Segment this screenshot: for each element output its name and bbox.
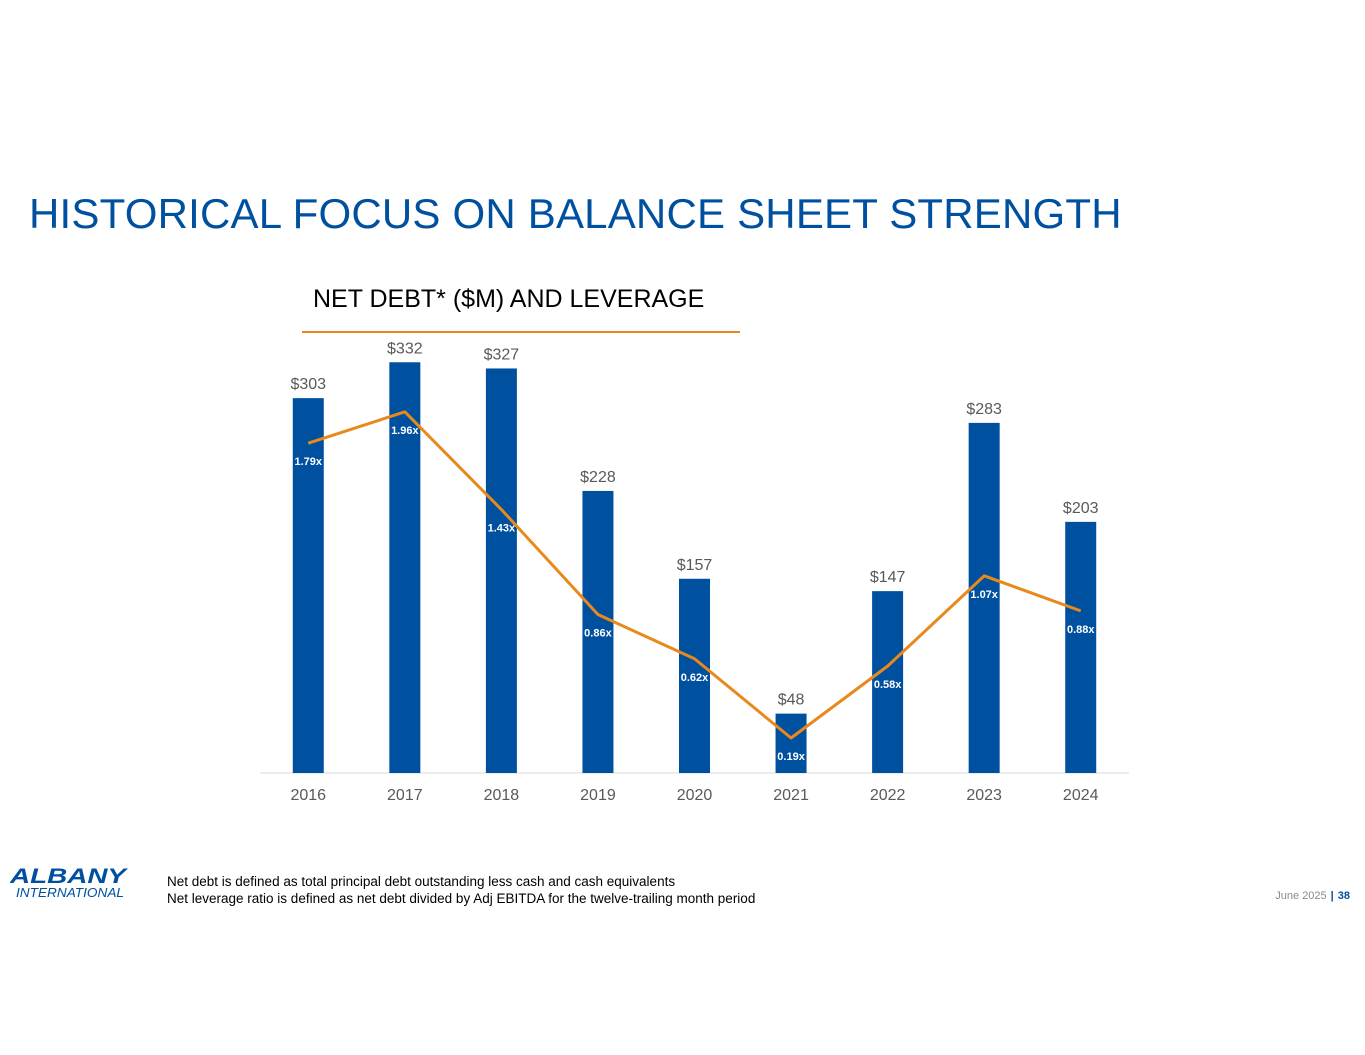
leverage-label-2022: 0.58x bbox=[874, 679, 902, 691]
footnote-net-leverage: Net leverage ratio is defined as net deb… bbox=[167, 891, 756, 906]
bar-value-label-2016: $303 bbox=[290, 376, 326, 393]
bar-2016 bbox=[292, 398, 324, 773]
slide-title: HISTORICAL FOCUS ON BALANCE SHEET STRENG… bbox=[29, 190, 1122, 237]
bar-2022 bbox=[872, 591, 904, 773]
x-tick-label-2016: 2016 bbox=[290, 787, 326, 804]
bar-2023 bbox=[968, 422, 1000, 773]
bar-value-label-2024: $203 bbox=[1063, 500, 1099, 517]
x-tick-label-2021: 2021 bbox=[773, 787, 809, 804]
leverage-label-2024: 0.88x bbox=[1067, 624, 1095, 636]
leverage-label-2018: 1.43x bbox=[488, 523, 516, 535]
x-tick-label-2018: 2018 bbox=[484, 787, 520, 804]
x-tick-label-2020: 2020 bbox=[677, 787, 713, 804]
footnote-net-debt: Net debt is defined as total principal d… bbox=[167, 874, 676, 889]
logo-line1: ALBANY bbox=[10, 866, 128, 888]
bar-value-label-2021: $48 bbox=[778, 692, 805, 709]
bar-value-label-2022: $147 bbox=[870, 569, 906, 586]
bar-2017 bbox=[389, 362, 421, 773]
x-tick-label-2023: 2023 bbox=[966, 787, 1002, 804]
bar-value-label-2023: $283 bbox=[966, 401, 1002, 418]
bar-value-label-2020: $157 bbox=[677, 557, 713, 574]
bar-2024 bbox=[1065, 521, 1097, 773]
logo-line2: INTERNATIONAL bbox=[16, 885, 124, 900]
bar-value-label-2018: $327 bbox=[484, 346, 520, 363]
bar-value-label-2019: $228 bbox=[580, 469, 616, 486]
x-tick-label-2017: 2017 bbox=[387, 787, 423, 804]
chart-title-underline bbox=[302, 331, 740, 333]
bar-2019 bbox=[582, 490, 614, 773]
page-number: 38 bbox=[1337, 890, 1350, 902]
bar-2020 bbox=[679, 578, 710, 773]
footnotes: Net debt is defined as total principal d… bbox=[167, 873, 755, 907]
slide-date: June 2025 bbox=[1275, 890, 1327, 902]
leverage-label-2016: 1.79x bbox=[295, 456, 323, 468]
bar-value-label-2017: $332 bbox=[387, 340, 423, 357]
leverage-label-2019: 0.86x bbox=[584, 628, 612, 640]
leverage-label-2017: 1.96x bbox=[391, 425, 419, 437]
bar-2018 bbox=[485, 368, 517, 773]
chart-title: NET DEBT* ($M) AND LEVERAGE bbox=[313, 285, 705, 313]
leverage-label-2021: 0.19x bbox=[777, 751, 805, 763]
x-tick-label-2022: 2022 bbox=[870, 787, 906, 804]
footer-separator: | bbox=[1330, 890, 1334, 902]
leverage-label-2020: 0.62x bbox=[681, 672, 709, 684]
bar-2021 bbox=[775, 713, 807, 773]
leverage-label-2023: 1.07x bbox=[970, 589, 998, 601]
slide-footer: June 2025 | 38 bbox=[1275, 890, 1350, 902]
albany-logo: ALBANY INTERNATIONAL bbox=[10, 866, 128, 900]
x-tick-label-2024: 2024 bbox=[1063, 787, 1099, 804]
leverage-line bbox=[307, 410, 1082, 740]
x-tick-label-2019: 2019 bbox=[580, 787, 616, 804]
